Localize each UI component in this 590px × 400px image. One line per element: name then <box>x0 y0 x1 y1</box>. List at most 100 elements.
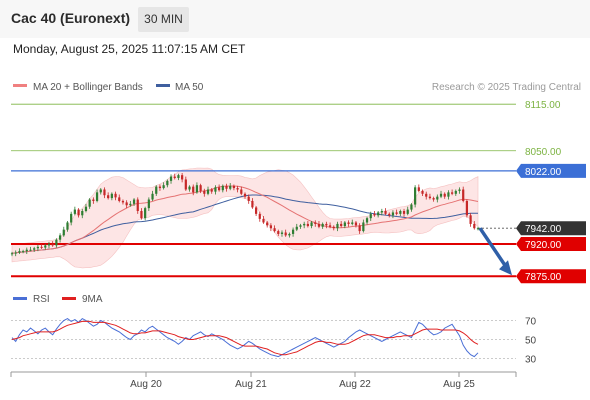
candle-body <box>177 175 180 179</box>
candle-body <box>310 222 313 227</box>
chart-datetime: Monday, August 25, 2025 11:07:15 AM CET <box>13 42 246 56</box>
candle-body <box>110 193 113 199</box>
rsi-level-label-2: 30 <box>525 355 537 366</box>
level-label-0: 8115.00 <box>525 100 561 111</box>
candle-body <box>266 222 269 226</box>
candle-body <box>295 226 298 230</box>
ma20-legend-label: MA 20 + Bollinger Bands <box>33 82 143 93</box>
interval-button[interactable]: 30 MIN <box>138 7 189 32</box>
candle-body <box>432 198 435 200</box>
candle-body <box>210 189 213 192</box>
rsi-ma9-line <box>11 320 479 356</box>
ma50-legend-label: MA 50 <box>175 82 204 93</box>
level-tag-2 <box>516 163 586 178</box>
candle-body <box>395 212 398 214</box>
candle-body <box>162 185 165 189</box>
candle-body <box>458 189 461 191</box>
ma50-legend-swatch <box>156 84 170 87</box>
candle-body <box>280 232 284 234</box>
candle-body <box>214 187 217 192</box>
candle-body <box>81 211 84 216</box>
candle-body <box>399 211 402 214</box>
candle-body <box>328 225 332 227</box>
candle-body <box>62 229 65 236</box>
candle-body <box>158 186 162 189</box>
candle-body <box>203 190 206 194</box>
arrow-head <box>499 260 512 276</box>
rsi-legend-swatch <box>13 297 27 300</box>
rsi-level-label-0: 70 <box>525 317 537 328</box>
candle-body <box>199 185 202 191</box>
candle-body <box>369 213 372 219</box>
ma9-legend-label: 9MA <box>82 294 103 305</box>
candle-body <box>206 189 210 194</box>
candle-body <box>166 180 169 186</box>
candle-body <box>402 211 406 214</box>
candle-body <box>147 199 150 209</box>
candle-body <box>254 207 258 214</box>
candle-body <box>236 188 239 190</box>
candle-body <box>391 212 395 216</box>
candle-body <box>336 223 339 229</box>
candle-body <box>173 176 176 179</box>
candle-body <box>410 204 413 210</box>
candle-body <box>14 252 17 254</box>
candles-group <box>10 173 480 257</box>
candle-body <box>118 197 121 201</box>
candle-body <box>33 248 36 250</box>
x-axis: Aug 20 Aug 21 Aug 22 Aug 25 <box>10 372 517 390</box>
candle-body <box>428 196 432 199</box>
candle-body <box>365 218 369 223</box>
candle-body <box>277 231 280 234</box>
candle-body <box>380 211 383 213</box>
header-bar: Cac 40 (Euronext) 30 MIN <box>0 0 590 38</box>
candle-body <box>317 223 321 227</box>
candle-body <box>232 185 236 189</box>
candle-body <box>362 222 365 232</box>
candle-body <box>55 239 58 246</box>
candle-body <box>125 202 128 206</box>
candle-body <box>469 215 472 224</box>
rsi-level-label-1: 50 <box>525 336 537 347</box>
candle-body <box>306 223 309 227</box>
candle-body <box>151 193 154 200</box>
candle-body <box>51 243 54 246</box>
candle-body <box>136 199 139 211</box>
candle-body <box>340 223 343 227</box>
candle-body <box>221 185 224 191</box>
x-tick-label-2: Aug 22 <box>339 379 371 390</box>
candle-body <box>351 222 354 224</box>
candle-body <box>47 243 51 246</box>
candle-body <box>325 223 328 226</box>
candle-body <box>132 199 136 204</box>
candle-body <box>299 225 302 227</box>
candle-body <box>188 186 191 190</box>
candle-body <box>40 246 43 248</box>
bollinger-bands <box>11 167 479 269</box>
candle-body <box>73 209 76 214</box>
candle-body <box>195 185 199 193</box>
candle-body <box>103 189 106 196</box>
candle-body <box>155 186 158 194</box>
level-label-1: 8050.00 <box>525 147 562 158</box>
candle-body <box>384 211 387 214</box>
candle-body <box>377 212 380 216</box>
candle-body <box>373 213 376 216</box>
candle-body <box>414 187 417 205</box>
candle-body <box>58 235 62 240</box>
candle-body <box>388 213 391 216</box>
instrument-title: Cac 40 (Euronext) <box>11 10 131 26</box>
candle-body <box>44 245 47 248</box>
level-tag-label-3: 7920.00 <box>525 240 562 251</box>
candle-body <box>95 192 99 201</box>
candle-body <box>451 192 454 194</box>
arrow-shaft <box>478 227 509 270</box>
candle-body <box>273 228 276 232</box>
candle-body <box>343 222 346 227</box>
candle-body <box>476 228 480 230</box>
candle-body <box>243 193 247 197</box>
candle-body <box>29 249 32 251</box>
x-tick-label-0: Aug 20 <box>130 379 162 390</box>
x-tick-label-3: Aug 25 <box>443 379 475 390</box>
